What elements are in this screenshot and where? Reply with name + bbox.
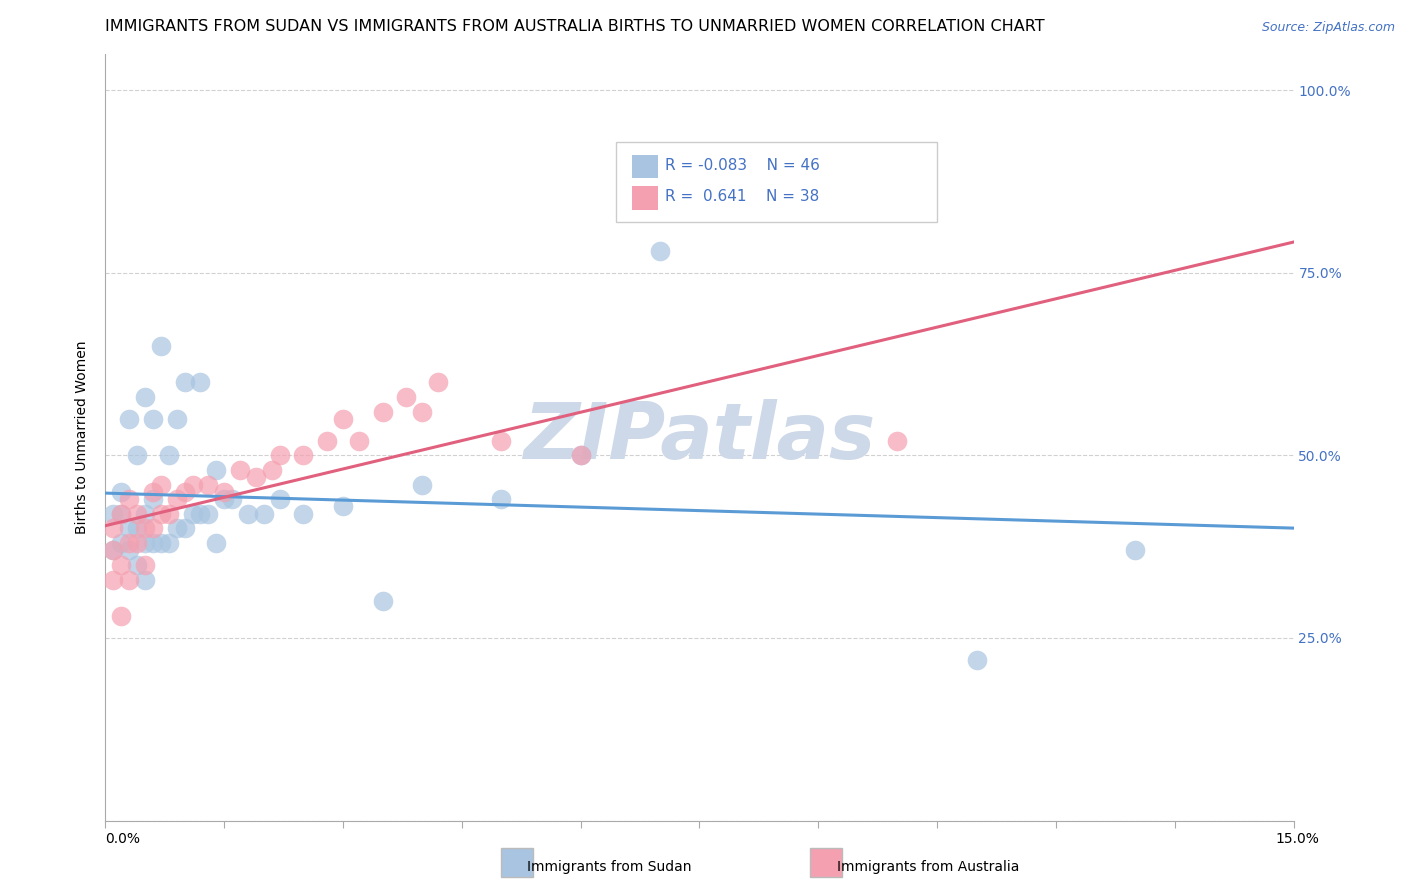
Point [103,543,125,558]
Point [411,404,433,418]
Point [569,448,592,462]
Point [181,477,204,491]
FancyBboxPatch shape [631,186,658,210]
FancyBboxPatch shape [631,155,658,178]
Point [110,507,132,521]
Point [142,521,165,535]
Point [292,448,315,462]
Point [221,492,243,507]
Point [149,339,172,353]
Point [316,434,339,448]
Point [569,448,592,462]
Point [1123,543,1146,558]
Point [173,521,195,535]
Point [149,507,172,521]
Point [134,558,156,572]
Point [197,477,219,491]
Point [173,484,195,499]
Point [253,507,276,521]
Point [205,536,228,550]
Point [110,558,132,572]
Point [214,484,236,499]
Point [127,507,149,521]
Text: R = -0.083    N = 46: R = -0.083 N = 46 [665,159,820,173]
Point [332,500,354,514]
Point [142,492,165,507]
Point [103,573,125,587]
Text: Immigrants from Sudan: Immigrants from Sudan [527,860,692,874]
Point [214,492,236,507]
Point [118,536,141,550]
Point [118,492,141,507]
Point [966,653,988,667]
Text: Immigrants from Australia: Immigrants from Australia [837,860,1019,874]
Point [197,507,219,521]
Point [142,536,165,550]
Point [110,507,132,521]
Point [269,492,291,507]
Point [134,521,156,535]
Point [157,448,180,462]
Point [134,507,156,521]
Point [292,507,315,521]
Point [166,521,188,535]
Point [157,507,180,521]
Point [127,536,149,550]
Point [229,463,252,477]
Point [142,484,165,499]
Point [142,412,165,426]
Point [173,376,195,390]
Point [245,470,267,484]
Point [103,543,125,558]
Point [332,412,354,426]
Y-axis label: Births to Unmarried Women: Births to Unmarried Women [76,341,90,533]
Point [648,244,671,258]
Point [395,390,418,404]
Point [181,507,204,521]
Point [110,484,132,499]
Point [134,536,156,550]
Point [127,448,149,462]
Point [103,507,125,521]
Point [118,412,141,426]
Point [103,521,125,535]
Point [149,536,172,550]
Point [127,521,149,535]
Point [269,448,291,462]
Point [118,543,141,558]
Point [110,536,132,550]
Point [236,507,259,521]
Text: ZIPatlas: ZIPatlas [523,399,876,475]
Point [190,507,212,521]
Point [127,558,149,572]
Point [347,434,370,448]
Point [190,376,212,390]
Point [166,492,188,507]
Point [491,434,513,448]
Point [371,594,394,608]
Point [260,463,283,477]
Point [134,573,156,587]
Text: 0.0%: 0.0% [105,832,141,846]
Point [205,463,228,477]
Point [886,434,908,448]
Text: IMMIGRANTS FROM SUDAN VS IMMIGRANTS FROM AUSTRALIA BIRTHS TO UNMARRIED WOMEN COR: IMMIGRANTS FROM SUDAN VS IMMIGRANTS FROM… [105,20,1045,34]
Point [371,404,394,418]
Point [110,609,132,624]
Text: 15.0%: 15.0% [1275,832,1319,846]
Text: Source: ZipAtlas.com: Source: ZipAtlas.com [1261,21,1395,34]
Text: R =  0.641    N = 38: R = 0.641 N = 38 [665,189,820,204]
Point [149,477,172,491]
Point [134,390,156,404]
Point [491,492,513,507]
Point [411,477,433,491]
Point [157,536,180,550]
Point [118,521,141,535]
Point [118,573,141,587]
Point [427,376,450,390]
FancyBboxPatch shape [616,142,936,222]
Point [166,412,188,426]
